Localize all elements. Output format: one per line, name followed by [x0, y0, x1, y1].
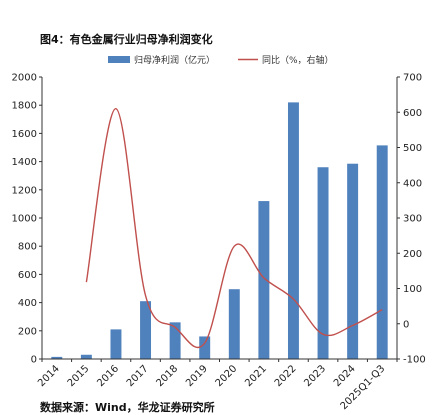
left-tick-label: 200	[18, 326, 37, 337]
x-tick-label: 2018	[154, 363, 180, 389]
yoy-line	[85, 108, 383, 349]
bar-2017	[140, 301, 152, 359]
right-tick-label: 200	[403, 249, 422, 260]
legend-line-label: 同比（%，右轴）	[262, 54, 334, 66]
x-tick-label: 2020	[214, 363, 240, 389]
axes: 0200400600800100012001400160018002000-10…	[12, 73, 426, 413]
legend-bar-label: 归母净利润（亿元）	[134, 54, 215, 66]
bar-2024	[347, 163, 359, 359]
legend: 归母净利润（亿元） 同比（%，右轴）	[108, 54, 334, 66]
x-tick-label: 2021	[243, 363, 269, 389]
left-tick-label: 1000	[12, 214, 37, 225]
right-tick-label: -100	[403, 355, 426, 366]
bar-series	[51, 102, 388, 359]
bar-2018	[169, 322, 181, 359]
legend-bar-swatch	[108, 56, 130, 63]
right-tick-label: 400	[403, 178, 422, 189]
right-tick-label: 500	[403, 143, 422, 154]
left-tick-label: 0	[31, 355, 37, 366]
bar-2023	[317, 167, 329, 359]
right-tick-label: 100	[403, 284, 422, 295]
left-tick-label: 2000	[12, 73, 37, 84]
x-tick-label: 2022	[273, 363, 299, 389]
x-tick-label: 2015	[66, 363, 92, 389]
bar-2015	[80, 354, 92, 359]
left-tick-label: 1800	[12, 101, 37, 112]
x-tick-label: 2017	[125, 363, 151, 389]
figure-title: 图4：有色金属行业归母净利润变化	[40, 33, 213, 46]
left-tick-label: 1400	[12, 157, 37, 168]
x-tick-label: 2024	[332, 363, 358, 389]
x-tick-label: 2019	[184, 363, 210, 389]
left-tick-label: 400	[18, 298, 37, 309]
bar-2019	[199, 336, 211, 359]
right-tick-label: 0	[403, 319, 409, 330]
right-tick-label: 700	[403, 73, 422, 84]
right-tick-label: 300	[403, 214, 422, 225]
bar-2025Q1-Q3	[376, 145, 388, 359]
line-series	[85, 108, 383, 349]
bar-2014	[51, 356, 63, 359]
bar-2020	[228, 289, 240, 359]
left-tick-label: 1600	[12, 129, 37, 140]
left-tick-label: 800	[18, 242, 37, 253]
x-tick-label: 2016	[95, 363, 121, 389]
bar-2022	[287, 102, 299, 359]
source-note: 数据来源：Wind，华龙证券研究所	[40, 401, 215, 414]
left-tick-label: 600	[18, 270, 37, 281]
x-tick-label: 2023	[302, 363, 328, 389]
left-tick-label: 1200	[12, 185, 37, 196]
bar-2016	[110, 329, 122, 359]
bar-2021	[258, 201, 270, 359]
right-tick-label: 600	[403, 108, 422, 119]
x-tick-label: 2014	[36, 363, 62, 389]
